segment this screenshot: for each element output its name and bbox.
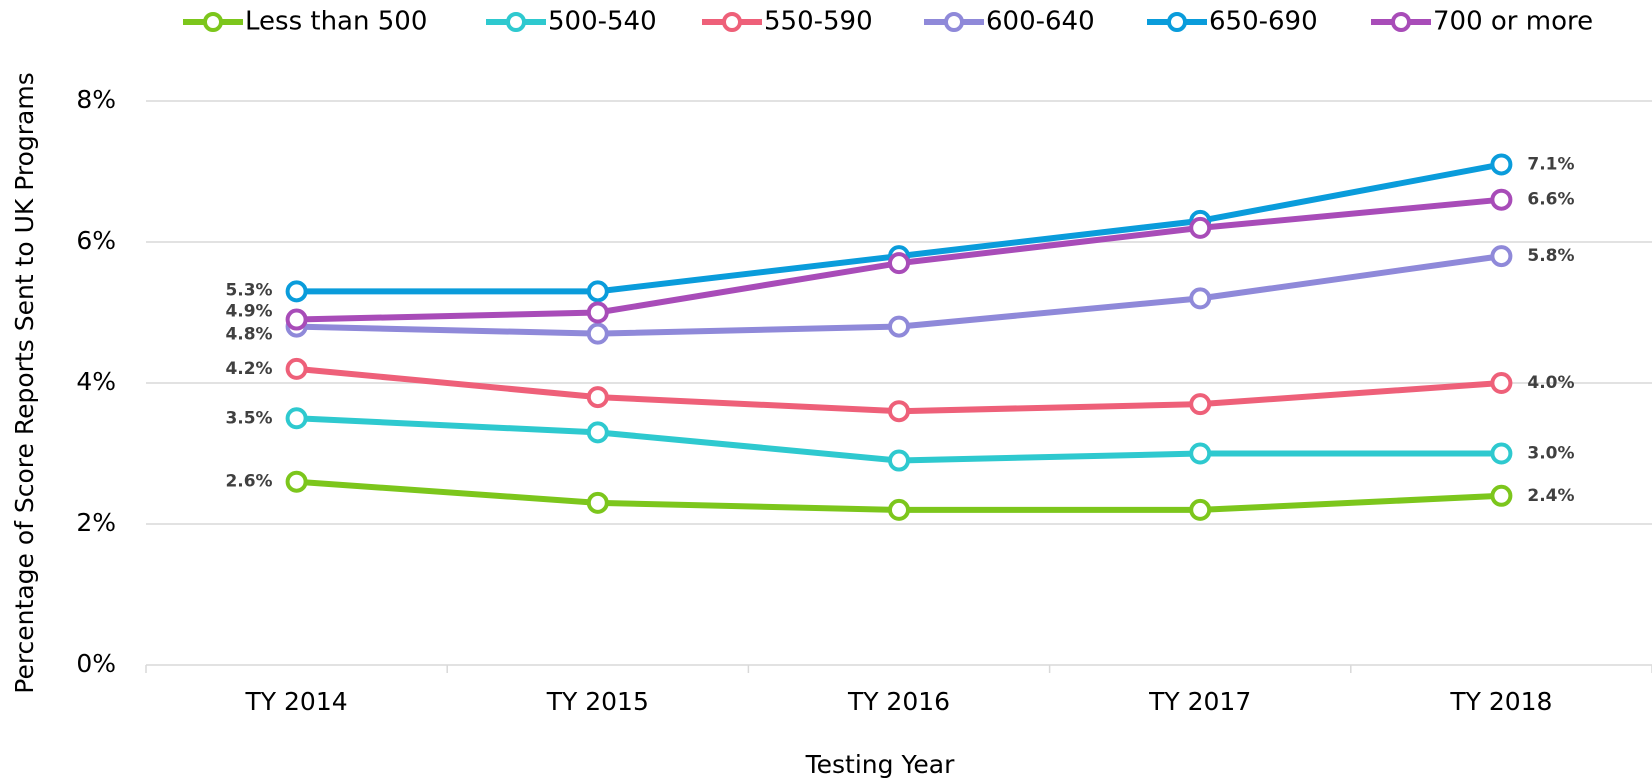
x-tick-label: TY 2017 — [1148, 687, 1251, 716]
data-label: 2.4% — [1527, 486, 1574, 506]
data-label: 4.9% — [225, 302, 272, 322]
x-tick-label: TY 2015 — [546, 687, 649, 716]
data-point — [285, 407, 308, 430]
legend-marker — [944, 12, 964, 32]
y-tick-label: 0% — [76, 649, 116, 678]
x-tick-label: TY 2014 — [245, 687, 348, 716]
legend-marker — [1391, 12, 1411, 32]
legend-label: 500-540 — [548, 7, 657, 37]
data-point — [586, 386, 609, 409]
data-point — [586, 421, 609, 444]
data-label: 7.1% — [1527, 154, 1574, 174]
data-point — [888, 315, 910, 338]
data-point — [1490, 442, 1513, 465]
data-point — [1490, 372, 1513, 394]
x-tick-label: TY 2018 — [1449, 687, 1552, 716]
x-axis-title: Testing Year — [805, 750, 955, 779]
legend-marker — [203, 12, 223, 32]
y-tick-label: 6% — [76, 226, 116, 255]
x-tick-label: TY 2016 — [847, 687, 950, 716]
y-tick-label: 4% — [76, 367, 116, 396]
data-point — [1189, 393, 1212, 416]
data-point — [586, 322, 609, 345]
data-label: 5.8% — [1527, 246, 1574, 266]
data-label: 2.6% — [225, 472, 272, 492]
data-point — [285, 308, 308, 331]
data-label: 3.5% — [225, 408, 272, 428]
data-label: 5.3% — [225, 280, 272, 300]
legend-marker — [506, 12, 526, 32]
legend-label: 550-590 — [764, 7, 873, 37]
data-point — [285, 470, 308, 493]
data-label: 4.8% — [225, 325, 272, 345]
data-point — [888, 400, 910, 423]
data-point — [285, 357, 308, 380]
data-point — [1189, 498, 1212, 521]
data-point — [1490, 153, 1513, 176]
data-point — [586, 491, 609, 514]
data-point — [1490, 484, 1513, 507]
legend-label: 600-640 — [986, 7, 1095, 37]
legend-marker — [1167, 12, 1187, 32]
legend-label: Less than 500 — [245, 7, 427, 37]
y-axis-title: Percentage of Score Reports Sent to UK P… — [10, 72, 39, 693]
data-label: 3.0% — [1527, 444, 1574, 464]
data-point — [285, 280, 308, 303]
data-point — [1490, 188, 1513, 211]
y-tick-label: 8% — [76, 85, 116, 114]
y-tick-label: 2% — [76, 508, 116, 537]
data-point — [888, 449, 910, 472]
data-point — [586, 301, 609, 324]
data-point — [1490, 245, 1513, 268]
data-label: 4.2% — [225, 359, 272, 379]
legend-label: 700 or more — [1433, 7, 1593, 37]
data-point — [1189, 442, 1212, 465]
data-point — [888, 252, 910, 275]
data-point — [586, 280, 609, 303]
data-label: 4.0% — [1527, 373, 1574, 393]
data-point — [1189, 287, 1212, 310]
legend-label: 650-690 — [1209, 7, 1318, 37]
data-label: 6.6% — [1527, 190, 1574, 210]
legend-marker — [722, 12, 742, 32]
data-point — [888, 498, 910, 521]
data-point — [1189, 216, 1212, 239]
